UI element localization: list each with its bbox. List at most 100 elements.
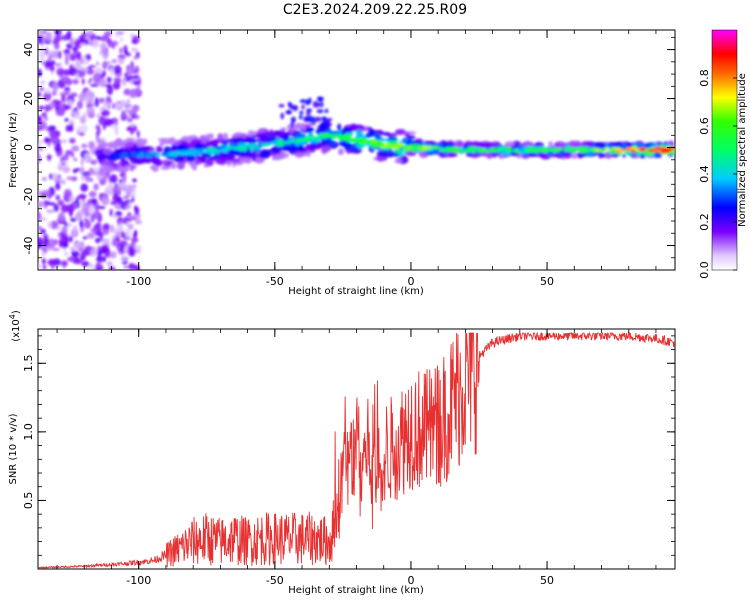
signal-blob bbox=[159, 140, 165, 147]
noise-blob bbox=[63, 104, 71, 110]
noise-blob bbox=[38, 147, 44, 151]
noise-blob bbox=[38, 226, 43, 230]
noise-blob bbox=[38, 105, 45, 110]
ridge-core-blob bbox=[432, 145, 440, 150]
excursion-blob bbox=[299, 99, 307, 103]
noise-blob bbox=[85, 90, 94, 100]
noise-blob bbox=[114, 80, 122, 83]
noise-blob bbox=[53, 204, 59, 212]
noise-blob bbox=[80, 158, 84, 166]
noise-blob bbox=[96, 255, 103, 263]
noise-blob bbox=[99, 78, 107, 88]
excursion-blob bbox=[290, 116, 296, 124]
noise-blob bbox=[57, 178, 63, 183]
colorbar-gradient bbox=[711, 29, 738, 271]
ridge-core-blob bbox=[161, 153, 167, 157]
signal-blob bbox=[610, 142, 621, 147]
noise-blob bbox=[89, 77, 93, 82]
signal-blob bbox=[307, 145, 317, 151]
noise-blob bbox=[90, 159, 98, 165]
x-tick-label: -50 bbox=[266, 275, 284, 288]
noise-blob bbox=[105, 96, 112, 103]
signal-blob bbox=[401, 154, 407, 161]
signal-blob bbox=[595, 152, 602, 156]
y-tick-label: 20 bbox=[22, 92, 35, 106]
noise-blob bbox=[110, 125, 119, 129]
signal-blob bbox=[620, 143, 628, 151]
ridge-core-blob bbox=[210, 150, 217, 154]
ridge-core-blob bbox=[590, 148, 595, 152]
noise-blob bbox=[63, 87, 71, 91]
noise-blob bbox=[62, 154, 69, 161]
ridge-core-blob bbox=[374, 143, 383, 147]
ridge-core-blob bbox=[580, 149, 589, 153]
excursion-blob bbox=[319, 122, 326, 129]
noise-blob bbox=[52, 83, 58, 90]
spectrogram-axes: -100 -50 0 50 -40 -20 0 20 40 Height of straight … bbox=[8, 30, 675, 297]
signal-blob bbox=[393, 152, 400, 157]
colorbar-tick-label: 0.6 bbox=[698, 117, 711, 135]
noise-blob bbox=[55, 182, 61, 191]
noise-blob bbox=[43, 88, 51, 94]
snr-panel: -100 -50 0 50 0.5 1.0 1.5 Height of straight li… bbox=[8, 310, 676, 596]
x-tick-label: 50 bbox=[540, 275, 554, 288]
ridge-core-blob bbox=[531, 149, 542, 153]
signal-blob bbox=[176, 144, 188, 151]
signal-blob bbox=[150, 165, 155, 170]
signal-blob bbox=[258, 135, 269, 142]
noise-blob bbox=[81, 124, 88, 134]
noise-blob bbox=[47, 221, 53, 229]
ridge-core-blob bbox=[611, 147, 617, 151]
signal-blob bbox=[387, 137, 397, 141]
signal-blob bbox=[185, 154, 196, 163]
noise-blob bbox=[62, 166, 71, 173]
noise-blob bbox=[127, 215, 135, 219]
noise-blob bbox=[73, 114, 82, 120]
signal-blob bbox=[99, 153, 109, 161]
noise-blob bbox=[114, 120, 119, 127]
excursion-blob bbox=[305, 111, 311, 116]
signal-blob bbox=[294, 151, 305, 158]
noise-blob bbox=[74, 39, 83, 49]
noise-blob bbox=[115, 64, 120, 71]
ridge-core-blob bbox=[568, 148, 574, 152]
noise-blob bbox=[123, 88, 132, 96]
signal-blob bbox=[306, 127, 315, 132]
noise-blob bbox=[127, 223, 134, 230]
ridge-core-blob bbox=[400, 145, 409, 149]
noise-blob bbox=[38, 92, 42, 97]
noise-blob bbox=[61, 226, 68, 235]
noise-blob bbox=[84, 67, 89, 72]
signal-blob bbox=[248, 139, 256, 145]
signal-blob bbox=[207, 133, 214, 140]
y-scale-base: (x10 bbox=[11, 319, 22, 342]
x-tick-label: -50 bbox=[266, 574, 284, 587]
ridge-core-blob bbox=[421, 148, 427, 152]
ridge-core-blob bbox=[540, 146, 546, 150]
noise-blob bbox=[90, 83, 98, 87]
signal-blob bbox=[161, 159, 171, 163]
ridge-core-blob bbox=[635, 148, 640, 152]
signal-blob bbox=[213, 145, 219, 149]
noise-blob bbox=[48, 202, 56, 206]
signal-blob bbox=[129, 163, 135, 172]
noise-blob bbox=[110, 224, 114, 233]
noise-blob bbox=[65, 124, 70, 132]
noise-blob bbox=[81, 261, 90, 267]
colorbar-tick-label: 0.0 bbox=[698, 261, 711, 279]
ridge-core-blob bbox=[512, 149, 520, 153]
signal-blob bbox=[160, 166, 170, 170]
noise-blob bbox=[102, 223, 110, 230]
noise-blob bbox=[61, 162, 66, 166]
noise-blob bbox=[39, 87, 44, 92]
noise-blob bbox=[66, 30, 72, 39]
noise-blob bbox=[75, 59, 82, 68]
noise-blob bbox=[73, 258, 83, 265]
noise-blob bbox=[81, 78, 85, 85]
noise-blob bbox=[92, 72, 102, 83]
noise-blob bbox=[119, 187, 128, 192]
signal-blob bbox=[605, 152, 612, 159]
ridge-core-blob bbox=[547, 148, 558, 152]
noise-blob bbox=[116, 196, 123, 205]
excursion-blob bbox=[286, 110, 292, 115]
